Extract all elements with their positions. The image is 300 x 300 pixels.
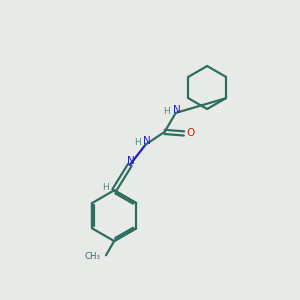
Text: H: H xyxy=(102,183,109,192)
Text: O: O xyxy=(186,128,195,138)
Text: N: N xyxy=(143,136,151,146)
Text: H: H xyxy=(134,138,140,147)
Text: CH₃: CH₃ xyxy=(85,252,101,261)
Text: H: H xyxy=(163,107,169,116)
Text: N: N xyxy=(128,156,135,166)
Text: N: N xyxy=(173,105,181,115)
